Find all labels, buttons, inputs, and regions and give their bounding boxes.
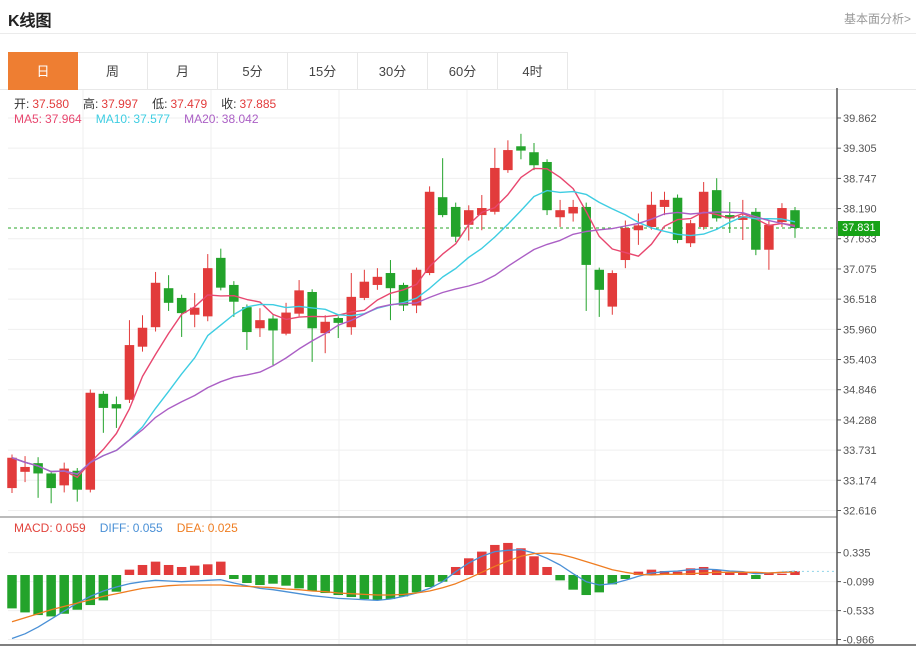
macd-histogram	[7, 542, 800, 617]
interval-tabbar: 日周月 5分 15分 30分 60分 4时	[8, 52, 568, 90]
current-price-badge: 37.831	[838, 221, 880, 236]
candles-layer	[7, 133, 800, 504]
tab-5min[interactable]: 5分	[218, 52, 288, 90]
axis-labels: 39.862 39.305 38.747 38.190 37.633 37.075 36.5…	[837, 113, 877, 647]
readout-item: 开: 37.580	[14, 97, 70, 111]
svg-text:38.190: 38.190	[843, 204, 877, 216]
svg-text:39.862: 39.862	[843, 113, 877, 125]
svg-text:39.305: 39.305	[843, 143, 877, 155]
ma-lines	[11, 167, 796, 478]
svg-text:-0.533: -0.533	[843, 606, 874, 618]
svg-text:32.616: 32.616	[843, 506, 877, 518]
tab-15min[interactable]: 15分	[288, 52, 358, 90]
tab-day[interactable]: 日	[8, 52, 78, 90]
gridlines	[8, 90, 837, 645]
page-title: K线图	[8, 13, 52, 30]
svg-text:-0.099: -0.099	[843, 577, 874, 589]
readout-item: DEA: 0.025	[176, 521, 238, 535]
ma10-line	[11, 189, 796, 475]
readout-item: MACD: 0.059	[14, 521, 86, 535]
ma5-line	[11, 167, 796, 478]
svg-text:35.403: 35.403	[843, 355, 877, 367]
svg-text:33.731: 33.731	[843, 445, 877, 457]
readout-item: DIFF: 0.055	[99, 521, 163, 535]
svg-text:37.633: 37.633	[843, 234, 877, 246]
readout-item: 收: 37.885	[221, 97, 277, 111]
svg-text:34.288: 34.288	[843, 415, 877, 427]
svg-text:0.335: 0.335	[843, 548, 871, 560]
readout-item: 高: 37.997	[83, 97, 139, 111]
tab-week[interactable]: 周	[78, 52, 148, 90]
dea-line	[11, 552, 796, 623]
readout-item: MA20: 38.042	[184, 112, 259, 126]
readout-item: MA5: 37.964	[14, 112, 82, 126]
chart-frame	[0, 88, 916, 646]
svg-text:-0.966: -0.966	[843, 635, 874, 647]
svg-text:33.174: 33.174	[843, 475, 877, 487]
ohlc-readout: 开: 37.580 高: 37.997 低: 37.479 收: 37.885	[14, 95, 290, 112]
tab-60min[interactable]: 60分	[428, 52, 498, 90]
ma20-line	[11, 211, 796, 475]
diff-line	[11, 548, 796, 640]
macd-lines	[11, 548, 837, 640]
header-divider	[0, 33, 916, 34]
svg-text:36.518: 36.518	[843, 294, 877, 306]
fundamental-analysis-link[interactable]: 基本面分析>	[843, 12, 911, 26]
tab-4hour[interactable]: 4时	[498, 52, 568, 90]
readout-item: MA10: 37.577	[95, 112, 171, 126]
readout-item: 低: 37.479	[152, 97, 208, 111]
svg-text:38.747: 38.747	[843, 173, 877, 185]
macd-readout: MACD: 0.059 DIFF: 0.055 DEA: 0.025	[14, 521, 252, 535]
svg-text:35.960: 35.960	[843, 324, 877, 336]
tab-month[interactable]: 月	[148, 52, 218, 90]
ma-readout: MA5: 37.964 MA10: 37.577 MA20: 38.042	[14, 112, 273, 126]
svg-text:34.846: 34.846	[843, 385, 877, 397]
tab-30min[interactable]: 30分	[358, 52, 428, 90]
svg-text:37.075: 37.075	[843, 264, 877, 276]
